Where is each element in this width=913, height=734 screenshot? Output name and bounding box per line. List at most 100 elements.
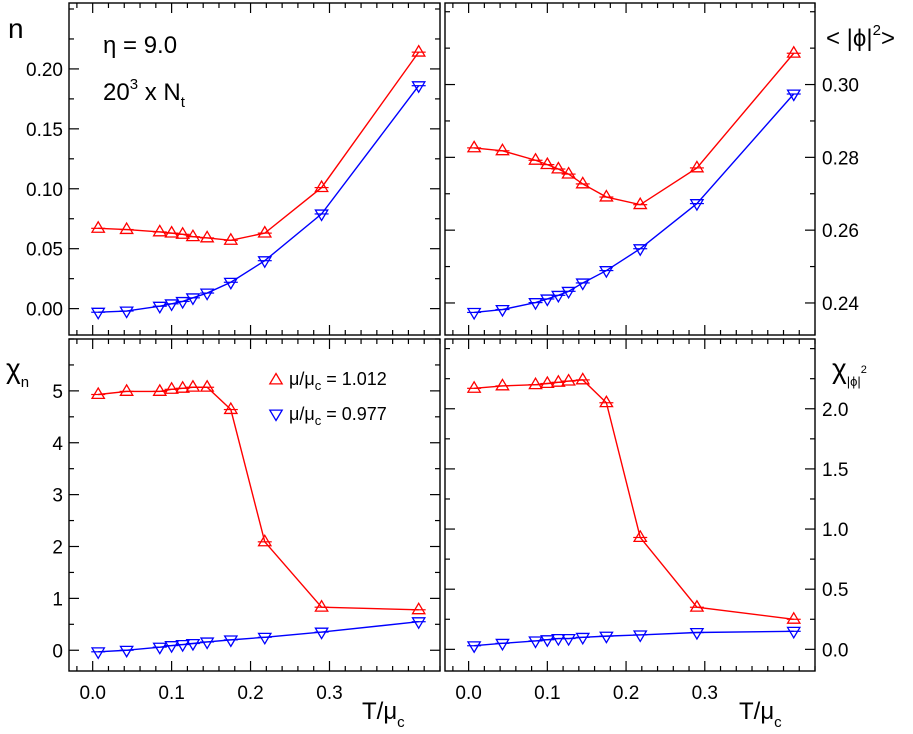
annotation-eta: η = 9.0 (103, 32, 177, 59)
panel-chi_phi: 0.0 0.1 0.2 0.3 0.0 0.5 1.0 1.5 2.0 (444, 338, 848, 704)
ytick-label: 0 (52, 641, 63, 662)
data-point-mu0977 (551, 633, 566, 647)
data-point-mu1012 (199, 230, 215, 243)
data-point-mu1012 (90, 386, 106, 400)
ytick-label: 0.15 (26, 120, 63, 141)
series-mu1012 (90, 379, 427, 615)
data-point-mu0977 (689, 199, 705, 212)
series-line-mu1012 (474, 52, 795, 206)
data-point-mu1012 (257, 534, 273, 547)
series-mu1012 (466, 45, 802, 210)
legend-marker-mu-0977 (268, 409, 284, 422)
ytick-label: 0.28 (822, 148, 859, 169)
data-point-mu1012 (466, 380, 482, 393)
data-point-mu0977 (119, 306, 134, 319)
ytick-label: 0.10 (26, 180, 63, 201)
ytick-label: 0.00 (26, 300, 63, 321)
data-point-mu0977 (411, 81, 427, 94)
data-point-mu1012 (561, 166, 576, 179)
series-mu0977 (466, 89, 802, 321)
data-point-mu0977 (561, 633, 576, 647)
data-point-mu1012 (786, 45, 802, 58)
xtick-label: 0.3 (692, 683, 718, 704)
xtick-label: 0.2 (237, 683, 263, 704)
ytick-label: 0.20 (26, 60, 63, 81)
ytick-label: 1 (52, 589, 63, 610)
data-point-mu0977 (411, 617, 427, 630)
data-point-mu0977 (599, 631, 614, 644)
panel-phi2: 0.24 0.26 0.28 0.30 (444, 2, 859, 336)
data-point-mu0977 (152, 301, 168, 315)
data-point-mu1012 (599, 189, 614, 202)
ylabel-chi-phi: χ|ϕ|2 (832, 353, 867, 389)
xtick-label: 0.0 (455, 683, 481, 704)
data-point-mu0977 (175, 296, 190, 310)
legend-label-mu-1012: μ/μc = 1.012 (289, 369, 387, 393)
data-point-mu0977 (575, 278, 591, 291)
panel-frame-n (68, 2, 441, 336)
data-point-mu1012 (223, 401, 239, 415)
ytick-label: 0.24 (822, 294, 859, 315)
data-point-mu0977 (689, 627, 705, 641)
data-point-mu0977 (164, 641, 179, 654)
data-point-mu0977 (314, 209, 329, 222)
data-point-mu1012 (495, 143, 510, 156)
annotation-lattice: 203 x Nt (103, 76, 186, 111)
panel-n: 0.00 0.05 0.10 0.15 0.20 (26, 2, 441, 336)
data-point-mu0977 (540, 635, 555, 648)
legend: μ/μc = 1.012 μ/μc = 0.977 (268, 369, 387, 428)
data-point-mu1012 (90, 220, 106, 233)
ytick-label: 0.0 (822, 640, 848, 661)
data-point-mu0977 (90, 647, 106, 660)
data-point-mu1012 (223, 232, 239, 245)
data-point-mu0977 (561, 286, 576, 300)
series-mu0977 (90, 81, 427, 321)
legend-marker-shape (268, 372, 284, 385)
xlabel-left: T/μc (362, 698, 405, 731)
legend-marker-shape (268, 409, 284, 422)
data-point-mu0977 (528, 298, 543, 311)
data-point-mu1012 (175, 380, 190, 393)
data-point-mu1012 (575, 176, 591, 189)
data-point-mu0977 (257, 256, 273, 269)
data-point-mu0977 (632, 630, 648, 643)
data-point-mu1012 (164, 381, 179, 394)
ytick-label: 0.30 (822, 76, 859, 97)
data-point-mu0977 (185, 638, 201, 652)
data-point-mu0977 (575, 632, 591, 646)
data-point-mu1012 (152, 224, 168, 237)
series-mu0977 (466, 626, 802, 654)
ytick-label: 3 (52, 486, 63, 507)
ytick-label: 2.0 (822, 400, 848, 421)
data-point-mu0977 (540, 294, 555, 307)
data-point-mu0977 (164, 299, 179, 312)
data-point-mu1012 (551, 374, 566, 387)
data-point-mu0977 (257, 632, 273, 646)
series-mu0977 (90, 617, 427, 660)
ylabel-chi-n: χn (6, 353, 29, 391)
panel-frame-chi_n (68, 338, 441, 672)
legend-marker-mu-1012 (268, 372, 284, 385)
ylabel-n: n (8, 13, 24, 44)
data-point-mu1012 (411, 602, 427, 615)
ytick-label: 2 (52, 538, 63, 559)
data-point-mu0977 (185, 293, 201, 306)
data-point-mu1012 (411, 44, 427, 57)
xtick-label: 0.2 (613, 683, 639, 704)
data-point-mu0977 (632, 244, 648, 257)
data-point-mu0977 (175, 639, 190, 653)
data-point-mu1012 (119, 221, 134, 235)
data-point-mu1012 (495, 378, 510, 391)
data-point-mu1012 (185, 228, 201, 242)
data-point-mu1012 (185, 379, 201, 392)
legend-label-mu-0977: μ/μc = 0.977 (289, 404, 387, 428)
data-point-mu0977 (495, 304, 510, 318)
xtick-label: 0.1 (158, 683, 184, 704)
data-point-mu1012 (689, 599, 705, 612)
ytick-label: 0.5 (822, 580, 848, 601)
data-point-mu0977 (223, 277, 239, 291)
data-point-mu1012 (528, 376, 543, 390)
ytick-label: 4 (52, 434, 63, 455)
data-point-mu1012 (152, 383, 168, 396)
data-point-mu1012 (257, 225, 273, 238)
